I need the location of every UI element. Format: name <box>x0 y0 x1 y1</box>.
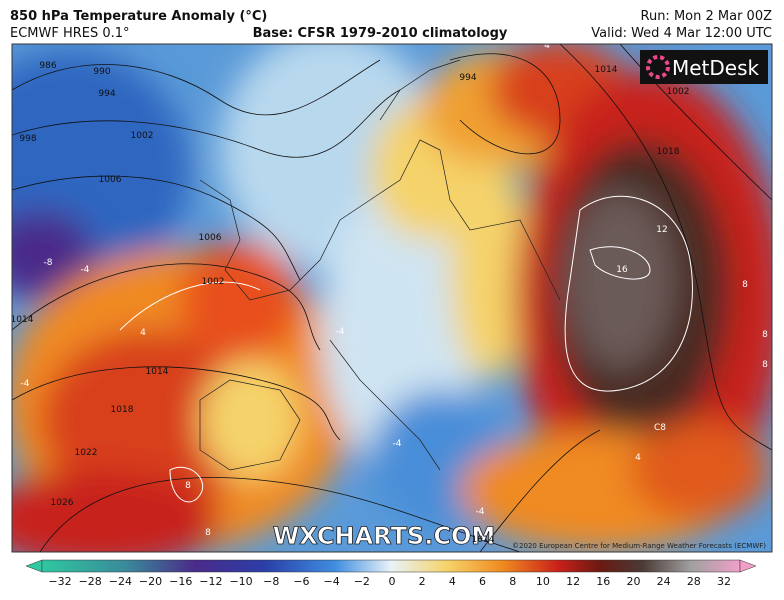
colorbar-label: −16 <box>169 575 192 588</box>
anomaly-label: 8 <box>205 528 211 538</box>
colorbar-label: 8 <box>509 575 516 588</box>
watermark: WXCHARTS.COM <box>273 522 495 550</box>
colorbar-label: 10 <box>536 575 550 588</box>
isobar-label: 1026 <box>51 498 74 508</box>
run-label: Run: Mon 2 Mar 00Z <box>641 9 773 24</box>
colorbar-label: −12 <box>199 575 222 588</box>
isobar-label: 1002 <box>131 131 154 141</box>
anomaly-label: -8 <box>44 258 53 268</box>
isobar-label: 1018 <box>111 405 134 415</box>
logo: MetDesk <box>672 56 760 80</box>
isobar-label: 990 <box>93 67 110 77</box>
colorbar-label: 2 <box>419 575 426 588</box>
colorbar-label: 16 <box>596 575 610 588</box>
colorbar-label: 24 <box>657 575 671 588</box>
isobar-label: 1002 <box>202 277 225 287</box>
colorbar-low-arrow <box>25 559 43 573</box>
isobars <box>12 44 772 552</box>
anomaly-label: -4 <box>21 379 30 389</box>
copyright: ©2020 European Centre for Medium-Range W… <box>512 542 766 550</box>
colorbar-label: −10 <box>229 575 252 588</box>
isobar-label: 994 <box>98 89 115 99</box>
isobar-label: 1022 <box>75 448 98 458</box>
model-label: ECMWF HRES 0.1° <box>10 26 130 41</box>
colorbar-label: 0 <box>389 575 396 588</box>
anomaly-label: -4 <box>393 439 402 449</box>
anomaly-label: 4 <box>635 453 641 463</box>
colorbar-label: 28 <box>687 575 701 588</box>
logo-icon <box>646 55 670 79</box>
colorbar-label: −24 <box>109 575 132 588</box>
map-frame <box>11 43 773 553</box>
colorbar-label: −2 <box>354 575 370 588</box>
anomaly-label: 12 <box>656 225 667 235</box>
colorbar-label: −20 <box>139 575 162 588</box>
isobar-label: 1018 <box>657 147 680 157</box>
isobar-label: 1006 <box>199 233 222 243</box>
isobar-label: 1002 <box>667 87 690 97</box>
colorbar-label: −28 <box>79 575 102 588</box>
colorbar-label: 6 <box>479 575 486 588</box>
base-label: Base: CFSR 1979-2010 climatology <box>253 26 508 41</box>
colorbar <box>41 559 741 573</box>
colorbar-label: 20 <box>626 575 640 588</box>
anomaly-label: 8 <box>762 360 768 370</box>
colorbar-label: −8 <box>263 575 279 588</box>
isobar-label: 1014 <box>146 367 169 377</box>
anomaly-label: 8 <box>762 330 768 340</box>
anomaly-label: 16 <box>616 265 628 275</box>
isobar-label: 1006 <box>99 175 122 185</box>
anomaly-label: C8 <box>654 423 666 433</box>
isobar-label: 994 <box>459 73 476 83</box>
colorbar-label: −6 <box>293 575 309 588</box>
anomaly-label: 4 <box>544 41 550 51</box>
anomaly-label: -4 <box>81 265 90 275</box>
isobar-label: 998 <box>19 134 36 144</box>
coastlines <box>199 59 561 471</box>
anomaly-label: 4 <box>140 328 146 338</box>
anomaly-contours <box>119 195 693 503</box>
colorbar-high-arrow <box>739 559 757 573</box>
isobar-label: 1014 <box>595 65 618 75</box>
anomaly-label: 8 <box>185 481 191 491</box>
map-title: 850 hPa Temperature Anomaly (°C) <box>10 9 267 24</box>
anomaly-label: -4 <box>476 507 485 517</box>
map: MetDesk WXCHARTS.COM ©2020 European Cent… <box>11 41 772 552</box>
isobar-label: 986 <box>39 61 56 71</box>
anomaly-field <box>12 44 772 552</box>
anomaly-label: 8 <box>742 280 748 290</box>
anomaly-label: -4 <box>336 327 345 337</box>
colorbar-label: 32 <box>717 575 731 588</box>
isobar-label: 1014 <box>11 315 34 325</box>
valid-label: Valid: Wed 4 Mar 12:00 UTC <box>591 26 772 41</box>
colorbar-label: 12 <box>566 575 580 588</box>
isobar-label: 1014 <box>472 535 495 545</box>
colorbar-label: 4 <box>449 575 456 588</box>
colorbar-label: −32 <box>48 575 71 588</box>
colorbar-label: −4 <box>324 575 340 588</box>
